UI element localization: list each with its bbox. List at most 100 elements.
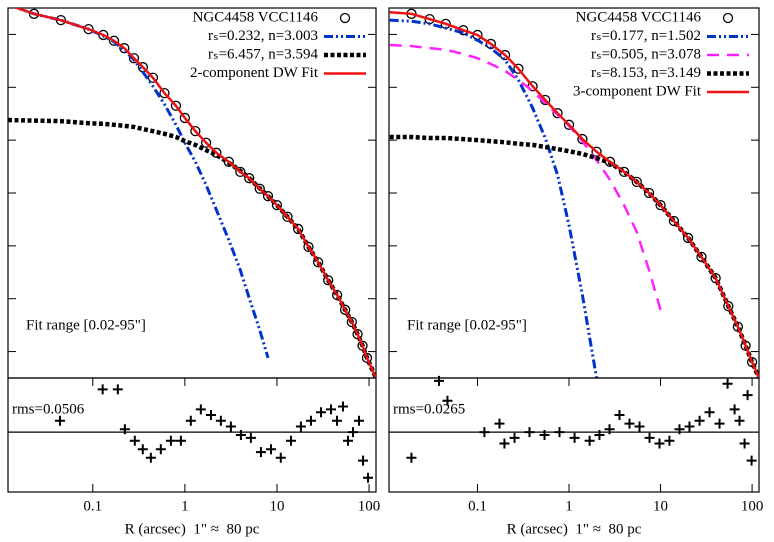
data-point <box>631 176 642 188</box>
data-point <box>54 415 65 426</box>
data-point <box>654 438 665 449</box>
data-point <box>112 384 123 395</box>
data-point <box>494 418 505 429</box>
data-point <box>552 108 563 119</box>
data-point <box>285 435 296 446</box>
data-point <box>563 119 575 130</box>
data-point <box>479 427 490 438</box>
plot-frame <box>388 377 760 493</box>
data-point <box>129 435 140 446</box>
data-point <box>119 424 130 435</box>
data-point <box>119 43 130 54</box>
data-point <box>254 183 265 194</box>
data-point <box>577 133 588 145</box>
fit-curve <box>389 10 759 378</box>
data-point <box>668 215 680 227</box>
data-point <box>684 421 695 432</box>
data-point <box>509 432 520 443</box>
annotation: Fit range [0.02-95"] <box>26 317 146 333</box>
data-point <box>604 424 615 435</box>
data-point <box>316 407 327 418</box>
data-point <box>271 200 283 211</box>
data-point <box>664 435 675 446</box>
legend-label: rₛ=8.153, n=3.149 <box>591 65 701 81</box>
data-point <box>406 452 417 463</box>
x-tick-label: 100 <box>741 498 764 514</box>
data-point <box>275 452 286 463</box>
data-point <box>255 447 266 458</box>
data-point <box>584 435 595 446</box>
data-point <box>434 375 445 386</box>
data-point <box>325 404 336 415</box>
data-point <box>295 421 306 432</box>
legend-label: rₛ=0.177, n=1.502 <box>591 28 701 44</box>
data-point <box>729 404 740 415</box>
data-point <box>734 415 745 426</box>
annotation: rms=0.0506 <box>12 401 85 417</box>
data-point <box>618 166 630 178</box>
fit-curve <box>13 8 376 378</box>
data-point <box>332 415 343 426</box>
data-point <box>723 300 734 312</box>
data-point <box>569 432 580 443</box>
data-point <box>714 418 725 429</box>
data-point <box>205 410 216 421</box>
annotation: Fit range [0.02-95"] <box>407 317 527 333</box>
data-point <box>746 455 757 466</box>
data-point <box>682 232 694 244</box>
legend-label: NGC4458 VCC1146 <box>193 9 319 25</box>
data-point <box>128 53 140 64</box>
data-point <box>499 438 510 449</box>
data-point <box>513 63 524 74</box>
x-axis-label: R (arcsec) 1" ≈ 80 pc <box>507 521 642 537</box>
data-point <box>200 137 212 148</box>
legend-label: NGC4458 VCC1146 <box>576 9 702 25</box>
data-point <box>524 427 535 438</box>
data-point <box>674 424 685 435</box>
data-point <box>170 100 182 111</box>
data-point <box>244 173 255 184</box>
data-point <box>265 444 276 455</box>
data-point <box>165 435 176 446</box>
legend-label: 2-component DW Fit <box>190 65 319 81</box>
annotation: rms=0.0265 <box>393 401 465 417</box>
x-tick-label: 100 <box>358 498 381 514</box>
data-point <box>655 200 666 211</box>
data-point <box>245 432 256 443</box>
data-point <box>108 35 120 46</box>
data-point <box>175 435 186 446</box>
legend-label: rₛ=0.232, n=3.003 <box>208 28 318 44</box>
data-point <box>339 304 351 315</box>
data-point <box>145 452 156 463</box>
data-point <box>722 378 733 389</box>
data-point <box>624 418 635 429</box>
x-tick-label: 10 <box>653 498 668 514</box>
legend-label: 3-component DW Fit <box>573 83 702 99</box>
legend-label: rₛ=6.457, n=3.594 <box>208 46 319 62</box>
fit-curve <box>389 18 599 378</box>
legend-marker <box>339 12 351 24</box>
data-point <box>554 427 565 438</box>
data-point <box>155 444 166 455</box>
data-point <box>235 430 246 440</box>
data-point <box>137 444 148 455</box>
data-point <box>235 166 246 178</box>
data-point <box>694 415 705 426</box>
legend-label: rₛ=0.505, n=3.078 <box>591 46 701 62</box>
data-point <box>614 410 625 421</box>
data-point <box>643 187 655 199</box>
data-point <box>185 415 196 426</box>
data-point <box>305 415 316 426</box>
plot-frame <box>7 377 377 493</box>
fit-curve <box>389 43 662 311</box>
data-point <box>442 395 453 406</box>
data-point <box>337 401 348 412</box>
data-point <box>704 407 715 418</box>
data-point <box>363 472 374 483</box>
data-point <box>97 384 108 395</box>
x-tick-label: 0.1 <box>83 498 102 514</box>
data-point <box>179 112 191 124</box>
data-point <box>594 430 605 440</box>
